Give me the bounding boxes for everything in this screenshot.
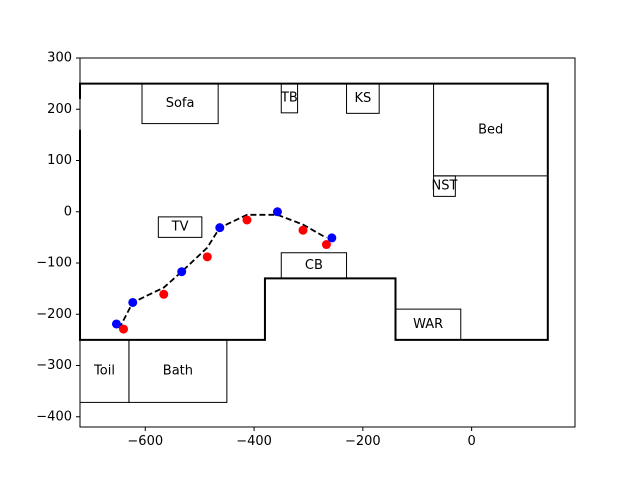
room-label-tv: TV bbox=[171, 220, 189, 235]
red-point bbox=[321, 240, 331, 250]
blue-point bbox=[327, 233, 337, 243]
red-point bbox=[159, 289, 169, 299]
blue-point bbox=[111, 319, 121, 329]
room-box-war bbox=[394, 308, 462, 341]
y-tick-label: −200 bbox=[36, 307, 72, 322]
room-label-sofa: Sofa bbox=[166, 96, 195, 111]
room-box-nst bbox=[433, 175, 456, 197]
points-layer bbox=[111, 207, 337, 334]
x-tick-label: −400 bbox=[236, 434, 272, 449]
y-tick-label: −400 bbox=[36, 409, 72, 424]
room-label-cb: CB bbox=[305, 258, 323, 273]
red-point bbox=[298, 225, 308, 235]
plot-frame bbox=[79, 57, 576, 428]
blue-point bbox=[215, 223, 225, 233]
blue-point bbox=[128, 297, 138, 307]
room-label-nst: NST bbox=[431, 179, 457, 194]
trajectory-layer bbox=[118, 213, 327, 330]
room-label-bed: Bed bbox=[478, 122, 503, 137]
room-box-bed bbox=[433, 83, 549, 177]
room-label-bath: Bath bbox=[163, 364, 193, 379]
y-tick-label: 300 bbox=[47, 51, 72, 66]
room-box-sofa bbox=[141, 83, 219, 125]
blue-point bbox=[272, 207, 282, 217]
y-tick-label: −100 bbox=[36, 256, 72, 271]
x-tick-label: −200 bbox=[345, 434, 381, 449]
room-box-bath bbox=[128, 339, 228, 403]
room-box-tb bbox=[280, 83, 299, 114]
y-tick-label: 0 bbox=[64, 204, 72, 219]
x-tick-label: 0 bbox=[468, 434, 476, 449]
red-point bbox=[242, 215, 252, 225]
red-point bbox=[202, 252, 212, 262]
room-box-ks bbox=[346, 83, 380, 114]
x-axis: −600 −400 −200 0 bbox=[127, 427, 476, 449]
room-box-cb bbox=[280, 252, 348, 279]
trajectory-line bbox=[118, 213, 327, 330]
y-axis: 300 200 100 0 −100 −200 −300 −400 bbox=[36, 51, 80, 424]
room-box-tv bbox=[157, 216, 203, 238]
y-tick-label: 200 bbox=[47, 102, 72, 117]
y-tick-label: −300 bbox=[36, 358, 72, 373]
red-point bbox=[119, 324, 129, 334]
room-label-tb: TB bbox=[280, 91, 298, 106]
room-label-toil: Toil bbox=[93, 364, 115, 379]
room-label-ks: KS bbox=[354, 91, 371, 106]
rooms-layer: Sofa TB KS Bed NST TV CB WAR Toil Bath bbox=[79, 83, 549, 403]
room-label-war: WAR bbox=[413, 317, 443, 332]
blue-point bbox=[177, 267, 187, 277]
x-tick-label: −600 bbox=[127, 434, 163, 449]
y-tick-label: 100 bbox=[47, 153, 72, 168]
